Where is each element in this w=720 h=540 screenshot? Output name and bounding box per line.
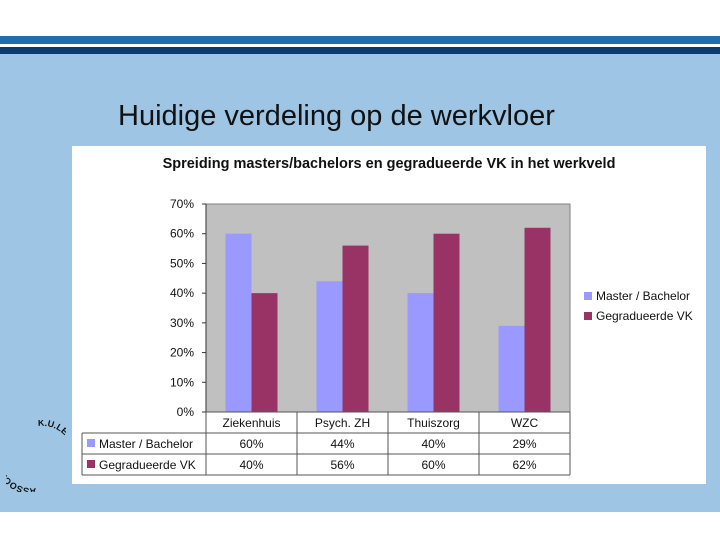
- bar-master-bachelor: [316, 281, 343, 412]
- y-tick-label: 10%: [170, 375, 194, 389]
- y-tick-label: 50%: [170, 256, 194, 270]
- bar-master-bachelor: [407, 293, 434, 412]
- table-series-label: Gegradueerde VK: [99, 458, 196, 472]
- bar-gegradueerde-vk: [342, 245, 369, 412]
- y-tick-label: 20%: [170, 346, 194, 360]
- table-legend-key: [87, 439, 95, 447]
- chart-container: Spreiding masters/bachelors en gegraduee…: [72, 146, 706, 484]
- table-data-label: 44%: [330, 437, 354, 451]
- bar-master-bachelor: [498, 325, 525, 412]
- header-stripe-gap: [0, 44, 720, 47]
- legend-key-gegradueerde-vk: [584, 312, 592, 320]
- legend-label: Gegradueerde VK: [596, 309, 693, 323]
- table-data-label: 56%: [330, 458, 354, 472]
- associatie-logo: ASSOCIATIE K.U.LEUVEN: [6, 420, 66, 492]
- bar-master-bachelor: [225, 233, 252, 412]
- y-tick-label: 60%: [170, 227, 194, 241]
- table-data-label: 60%: [421, 458, 445, 472]
- category-label: Thuiszorg: [407, 416, 460, 430]
- legend-key-master-bachelor: [584, 292, 592, 300]
- category-label: Psych. ZH: [315, 416, 370, 430]
- y-tick-label: 40%: [170, 286, 194, 300]
- table-data-label: 40%: [239, 458, 263, 472]
- logo-text-right: K.U.LEUVEN: [38, 420, 66, 459]
- table-data-label: 29%: [512, 437, 536, 451]
- header-stripe-dark: [0, 47, 720, 54]
- category-label: WZC: [511, 416, 539, 430]
- legend-label: Master / Bachelor: [596, 289, 690, 303]
- bar-gegradueerde-vk: [524, 227, 551, 412]
- header-stripe: [0, 36, 720, 44]
- y-tick-label: 0%: [177, 405, 195, 419]
- bar-chart: 0% 10% 20% 30% 40% 50% 60% 70% Ziekenhuis Psych. …: [81, 197, 693, 476]
- bar-gegradueerde-vk: [251, 293, 278, 412]
- table-data-label: 40%: [421, 437, 445, 451]
- y-tick-label: 30%: [170, 316, 194, 330]
- y-tick-label: 70%: [170, 197, 194, 211]
- category-label: Ziekenhuis: [222, 416, 280, 430]
- table-legend-key: [87, 460, 95, 468]
- slide-title: Huidige verdeling op de werkvloer: [118, 100, 555, 132]
- table-series-label: Master / Bachelor: [99, 437, 193, 451]
- table-data-label: 62%: [512, 458, 536, 472]
- logo-text-left: ASSOCIATIE: [6, 456, 36, 492]
- table-data-label: 60%: [239, 437, 263, 451]
- chart-title: Spreiding masters/bachelors en gegraduee…: [162, 156, 616, 172]
- bar-gegradueerde-vk: [433, 233, 460, 412]
